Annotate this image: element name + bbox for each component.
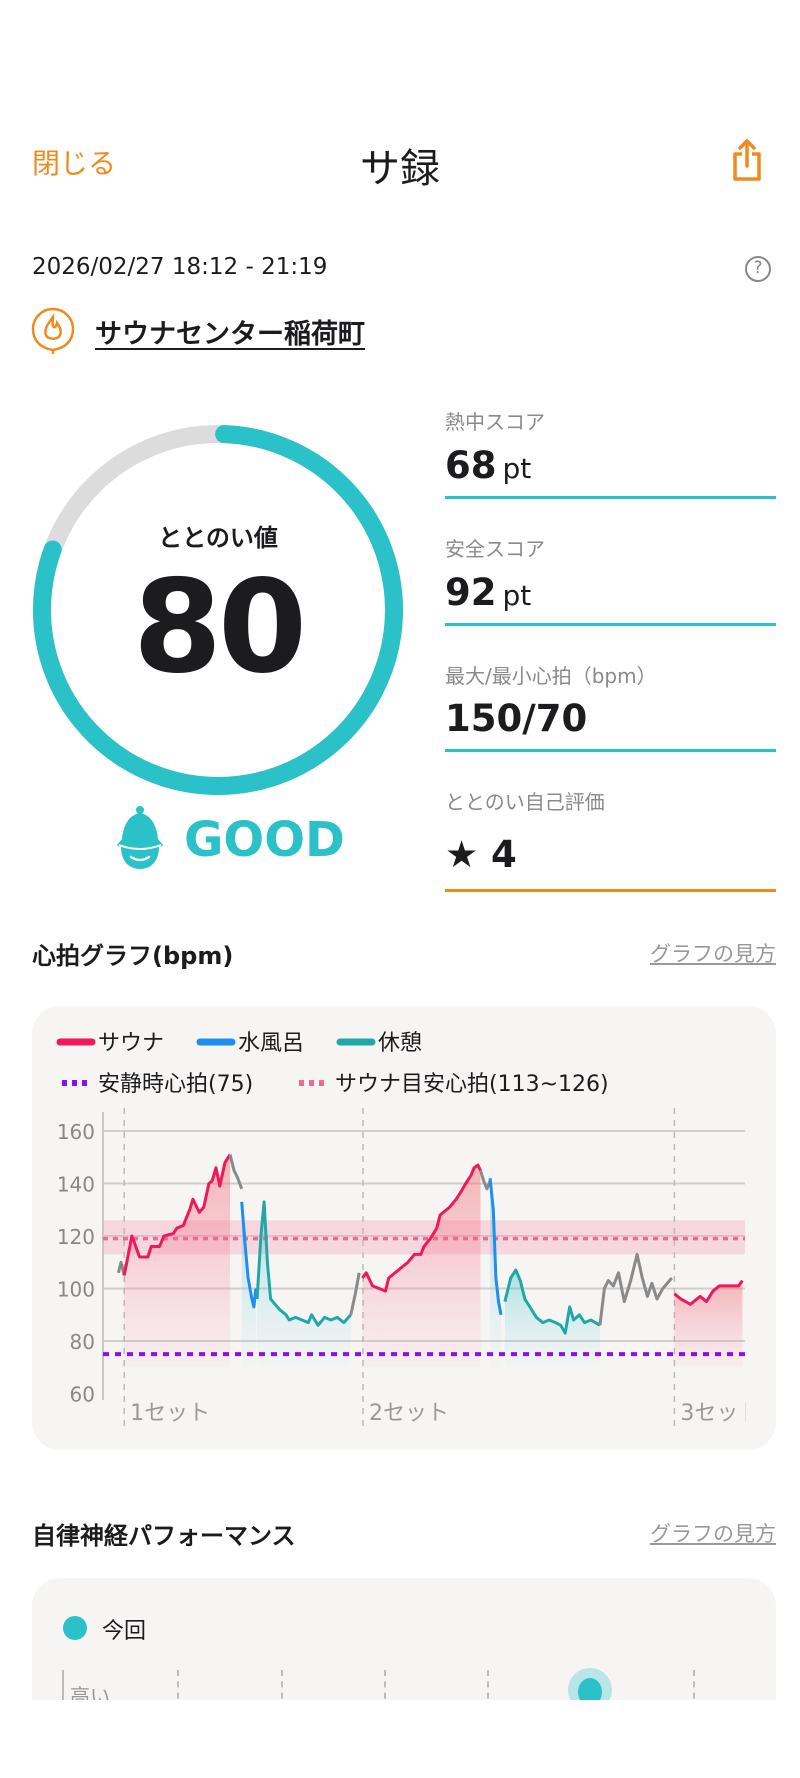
heart-graph-howto-link[interactable]: グラフの見方: [650, 942, 776, 966]
heat-score-label: 熱中スコア: [445, 410, 545, 434]
legend-label-resting: 安静時心拍(75): [98, 1072, 253, 1097]
hr-line-sauna: [122, 1153, 232, 1276]
self-rating-label: ととのい自己評価: [445, 790, 605, 814]
safety-score-label: 安全スコア: [445, 537, 545, 561]
page-title: サ録: [360, 146, 440, 192]
autonomic-howto-link[interactable]: グラフの見方: [650, 1522, 776, 1546]
hr-line-sauna: [361, 1163, 482, 1293]
venue-link[interactable]: サウナセンター稲荷町: [95, 319, 365, 350]
y-axis: [62, 1670, 64, 1700]
grid-line: [177, 1670, 179, 1700]
sauna-hat-face-icon: [117, 806, 163, 869]
totonoi-value: 80: [132, 553, 307, 702]
y-tick-label: 120: [57, 1225, 95, 1249]
hr-line-other: [598, 1252, 673, 1326]
heat-score-number: 68: [445, 444, 497, 487]
area-sauna: [362, 1165, 481, 1368]
self-rating-underline: [445, 889, 776, 892]
area-sauna: [124, 1154, 231, 1368]
max-min-hr-label: 最大/最小心拍（bpm）: [445, 664, 657, 688]
totonoi-rating: GOOD: [184, 812, 345, 868]
hr-line-other: [479, 1169, 492, 1191]
grid-line: [693, 1670, 695, 1700]
y-axis-label-high: 高い: [70, 1684, 110, 1700]
legend-label-rest: 休憩: [378, 1031, 422, 1056]
set-label: 3セット: [680, 1401, 760, 1426]
hr-line-other: [349, 1272, 361, 1316]
set-label: 2セット: [369, 1401, 449, 1426]
y-tick-label: 100: [57, 1278, 95, 1302]
legend-label-sauna: サウナ: [98, 1031, 164, 1056]
ring-progress: [32, 425, 403, 795]
totonoi-label: ととのい値: [158, 524, 278, 552]
divider: [445, 749, 776, 752]
hr-line-other: [116, 1260, 126, 1276]
legend-label-target: サウナ目安心拍(113~126): [335, 1072, 609, 1097]
safety-score-unit: pt: [502, 579, 532, 612]
grid-line: [384, 1670, 386, 1700]
totonoi-ring: [32, 425, 403, 795]
grid-line: [487, 1670, 489, 1700]
hr-line-rest: [503, 1268, 601, 1335]
legend-current-label: 今回: [102, 1619, 147, 1644]
legend-label-cold: 水風呂: [238, 1031, 304, 1056]
heart-graph-title: 心拍グラフ(bpm): [32, 942, 234, 970]
legend-dot-current: [63, 1616, 87, 1640]
divider: [445, 496, 776, 499]
divider: [445, 623, 776, 626]
safety-score-value: 92 pt: [445, 571, 531, 614]
y-tick-label: 60: [70, 1383, 95, 1407]
max-min-hr-value: 150/70: [445, 697, 588, 740]
autonomic-title: 自律神経パフォーマンス: [32, 1522, 296, 1550]
session-datetime: 2026/02/27 18:12 - 21:19: [32, 254, 328, 280]
close-button[interactable]: 閉じる: [32, 147, 117, 180]
heart-graph-card: [32, 1006, 776, 1450]
sauna-facility-icon: [31, 307, 75, 354]
hr-line-cold: [240, 1201, 258, 1309]
area-rest: [257, 1201, 351, 1368]
autonomic-card: 今回 高い: [32, 1578, 776, 1700]
hr-line-cold: [488, 1178, 503, 1316]
hr-line-other: [228, 1154, 244, 1190]
current-point: [578, 1678, 602, 1700]
share-icon[interactable]: [732, 138, 762, 182]
y-tick-label: 80: [70, 1330, 95, 1354]
heat-score-value: 68 pt: [445, 444, 531, 487]
grid-line: [281, 1670, 283, 1700]
help-icon[interactable]: ?: [745, 256, 771, 282]
hr-line-rest: [255, 1200, 352, 1327]
hr-line-sauna: [673, 1279, 744, 1306]
heat-score-unit: pt: [502, 452, 532, 485]
safety-score-number: 92: [445, 571, 497, 614]
y-tick-label: 160: [57, 1120, 95, 1144]
y-tick-label: 140: [57, 1173, 95, 1197]
set-label: 1セット: [130, 1401, 210, 1426]
self-rating-value[interactable]: ★ 4: [445, 833, 517, 876]
area-sauna: [674, 1280, 743, 1368]
area-rest: [504, 1270, 600, 1368]
